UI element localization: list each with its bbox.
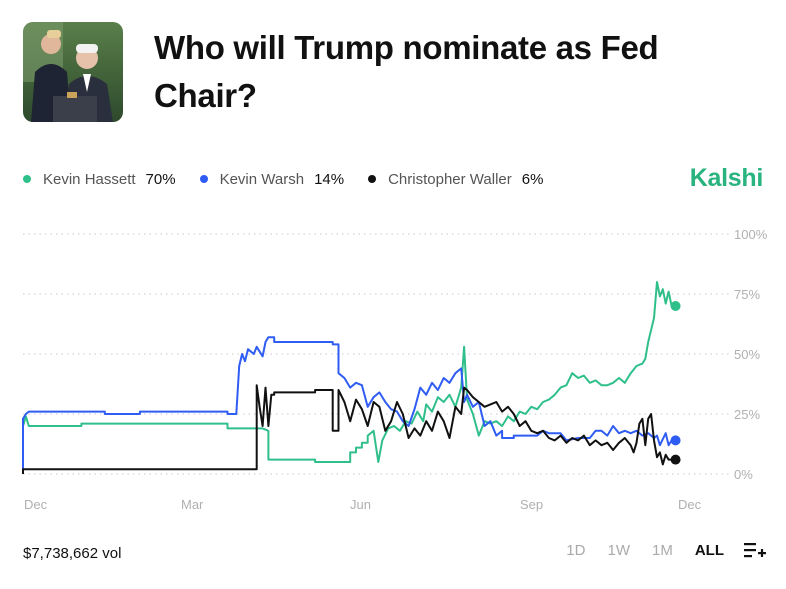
y-tick-label: 0%: [734, 467, 753, 482]
x-tick-label: Mar: [181, 497, 204, 512]
legend-item-warsh[interactable]: Kevin Warsh 14%: [199, 170, 345, 188]
series-end-marker: [670, 435, 681, 446]
x-tick-label: Dec: [24, 497, 48, 512]
legend-dot-icon: [23, 175, 31, 183]
x-tick-label: Jun: [350, 497, 371, 512]
series-end-marker: [670, 454, 681, 465]
legend-value: 14%: [314, 170, 345, 188]
legend-value: 70%: [145, 170, 176, 188]
series-line: [22, 384, 672, 474]
market-title: Who will Trump nominate as Fed Chair?: [154, 29, 659, 114]
series-end-marker: [670, 301, 681, 311]
range-1w-button[interactable]: 1W: [607, 541, 630, 559]
chart-legend: Kevin Hassett 70% Kevin Warsh 14% Christ…: [23, 168, 567, 190]
series-line: [22, 281, 673, 474]
legend-dot-icon: [199, 175, 208, 183]
legend-name: Christopher Waller: [388, 170, 512, 188]
range-all-button[interactable]: ALL: [694, 541, 724, 559]
volume-label: $7,738,662 vol: [23, 545, 122, 562]
time-range-selector: 1D 1W 1M ALL: [544, 541, 766, 559]
legend-name: Kevin Hassett: [43, 170, 136, 188]
legend-value: 6%: [521, 170, 544, 188]
legend-dot-icon: [368, 175, 377, 183]
range-1d-button[interactable]: 1D: [566, 541, 586, 559]
y-tick-label: 75%: [734, 287, 760, 302]
y-tick-label: 50%: [734, 347, 760, 362]
series-line: [22, 336, 673, 474]
legend-item-waller[interactable]: Christopher Waller 6%: [368, 171, 543, 188]
y-tick-label: 100%: [734, 227, 768, 242]
brand-logo[interactable]: Kalshi: [689, 164, 764, 192]
range-1m-button[interactable]: 1M: [651, 541, 673, 559]
photo-thumbnail-icon: [23, 22, 123, 122]
x-tick-label: Dec: [678, 497, 702, 512]
legend-name: Kevin Warsh: [219, 170, 305, 188]
y-tick-label: 25%: [734, 407, 760, 422]
market-thumbnail: [23, 22, 123, 122]
legend-item-hassett[interactable]: Kevin Hassett 70%: [23, 171, 176, 188]
x-tick-label: Sep: [520, 497, 543, 512]
playlist-add-icon[interactable]: [744, 541, 766, 559]
price-chart[interactable]: 100% 75% 50% 25% 0% Dec Mar Jun Sep Dec: [0, 0, 786, 520]
